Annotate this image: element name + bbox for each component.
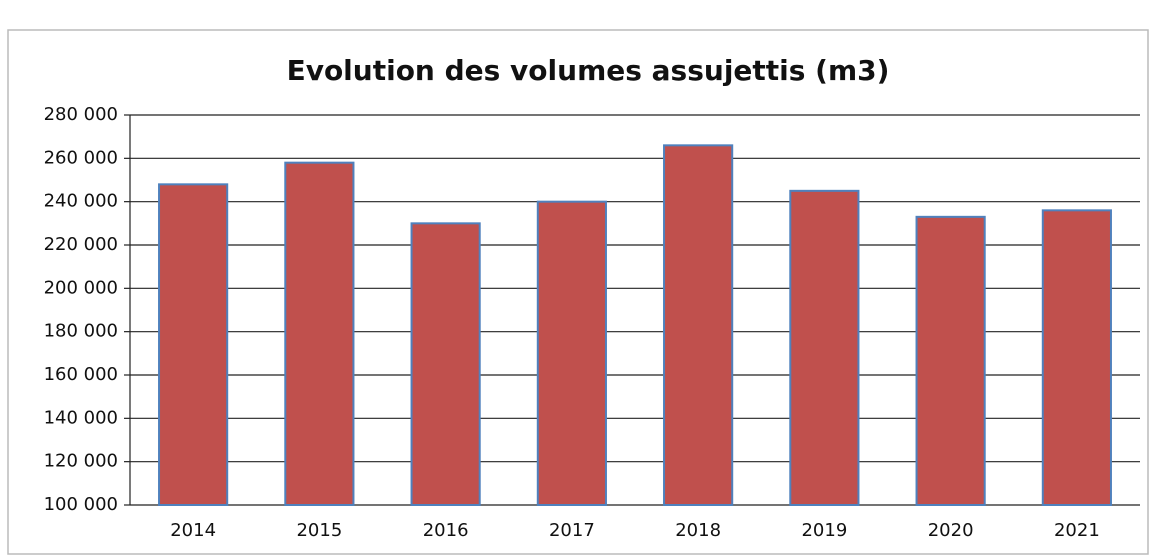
y-tick-label: 280 000	[44, 104, 118, 125]
y-tick-label: 120 000	[44, 451, 118, 472]
y-tick-label: 240 000	[44, 191, 118, 212]
bar	[1041, 209, 1112, 506]
x-tick-label: 2019	[801, 520, 847, 541]
y-tick-label: 160 000	[44, 364, 118, 385]
bar	[158, 183, 229, 506]
bar	[410, 222, 481, 506]
y-tick-label: 260 000	[44, 147, 118, 168]
y-tick-label: 180 000	[44, 321, 118, 342]
x-tick-label: 2014	[170, 520, 216, 541]
y-tick-label: 220 000	[44, 234, 118, 255]
x-tick-label: 2017	[549, 520, 595, 541]
bar	[789, 189, 860, 506]
x-tick-label: 2015	[296, 520, 342, 541]
y-tick-label: 140 000	[44, 407, 118, 428]
x-tick-label: 2016	[423, 520, 469, 541]
x-tick-label: 2018	[675, 520, 721, 541]
bar	[915, 215, 986, 506]
chart-title: Evolution des volumes assujettis (m3)	[287, 54, 890, 87]
y-tick-label: 100 000	[44, 494, 118, 515]
x-tick-label: 2020	[928, 520, 974, 541]
y-tick-label: 200 000	[44, 277, 118, 298]
bar	[663, 144, 734, 506]
x-tick-label: 2021	[1054, 520, 1100, 541]
bar	[536, 200, 607, 507]
bar	[284, 161, 355, 507]
